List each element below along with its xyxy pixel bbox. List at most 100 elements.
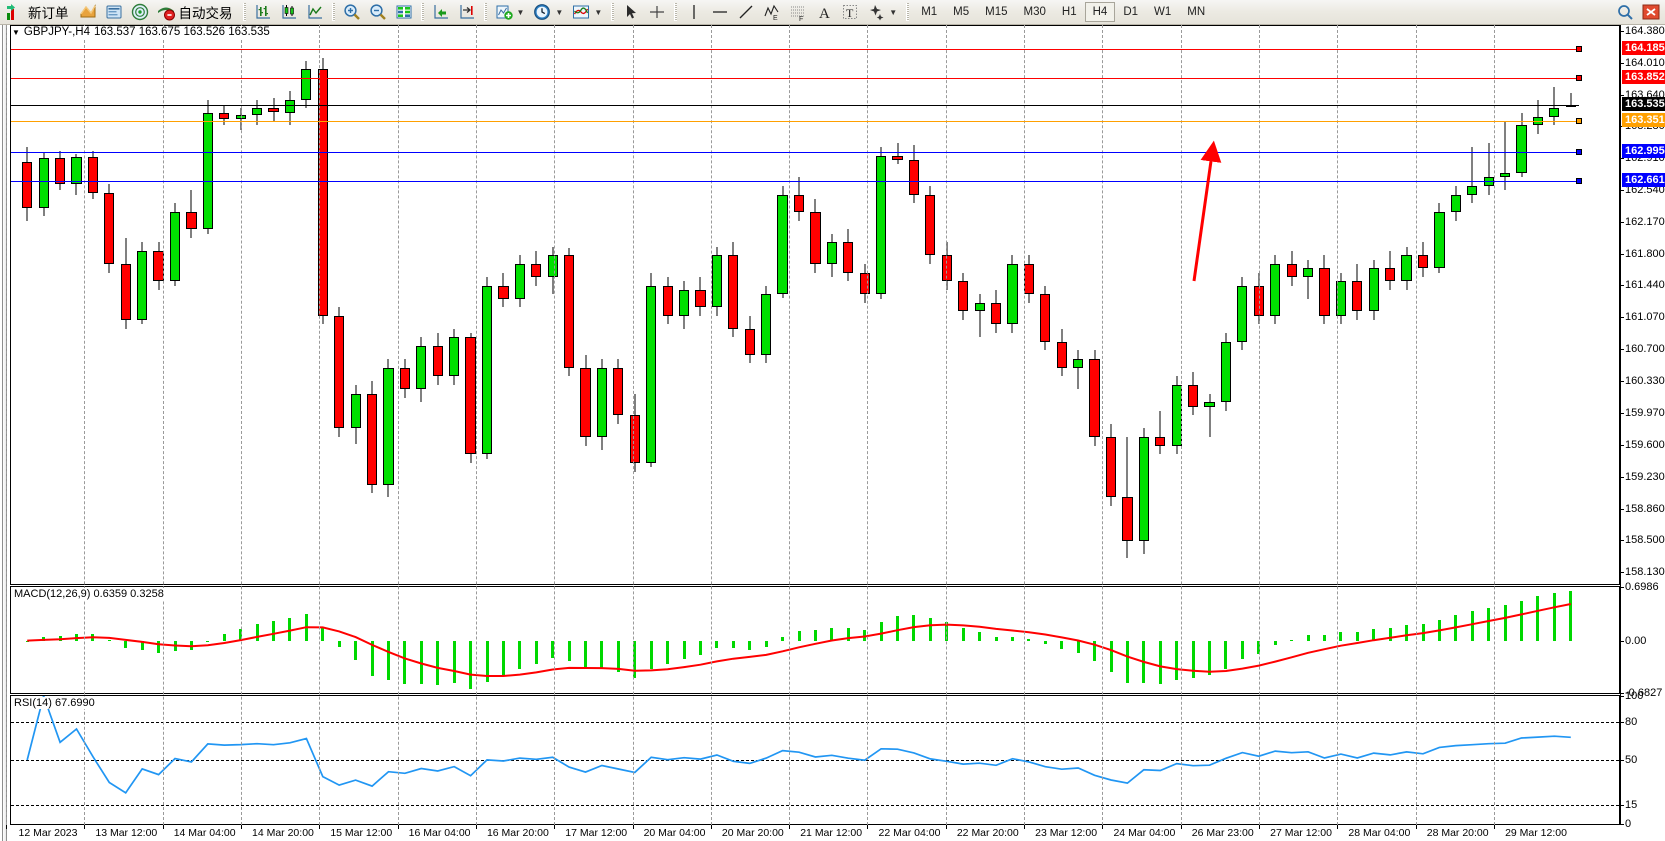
candle-body [810, 212, 821, 264]
macd-histogram-bar [189, 640, 193, 650]
elliott-wave-tool-button[interactable]: E [759, 1, 785, 24]
chart-shift-button[interactable] [454, 1, 480, 24]
candle [646, 26, 657, 584]
time-label: 28 Mar 20:00 [1426, 827, 1489, 839]
candle-wick [1077, 350, 1079, 390]
price-level-line[interactable] [11, 180, 1579, 182]
price-tag-last-price[interactable]: 163.535 [1622, 97, 1665, 112]
price-level-handle[interactable] [1576, 118, 1582, 125]
fibonacci-tool-button[interactable]: F [785, 1, 811, 24]
time-tick [1102, 825, 1104, 829]
price-tag-resistance[interactable]: 163.852 [1622, 69, 1665, 84]
price-level-line[interactable] [11, 77, 1579, 79]
price-level-handle[interactable] [1576, 74, 1582, 81]
line-chart-button[interactable] [302, 1, 328, 24]
candle [1105, 26, 1117, 584]
candle-body [596, 367, 608, 437]
horizontal-line-tool-button[interactable] [707, 1, 733, 24]
autotrading-button[interactable]: 自动交易 [153, 1, 239, 24]
macd-histogram-bar [1093, 640, 1097, 662]
timeframe-h1[interactable]: H1 [1061, 6, 1077, 18]
candle-body [481, 285, 493, 455]
candle-body [202, 112, 213, 230]
timeframe-w1[interactable]: W1 [1154, 6, 1172, 18]
timeframe-mn[interactable]: MN [1187, 6, 1206, 18]
price-tag-support[interactable]: 162.995 [1622, 143, 1665, 158]
timeframe-m30[interactable]: M30 [1023, 6, 1046, 18]
candle-body [1073, 359, 1084, 368]
period-button[interactable]: ▼ [529, 1, 568, 24]
price-scale[interactable]: 164.380164.010163.640163.280162.910162.5… [1620, 25, 1665, 830]
candle [892, 26, 903, 584]
shapes-tool-button[interactable]: ▼ [863, 1, 902, 24]
timeframe-d1[interactable]: D1 [1123, 6, 1139, 18]
price-level-handle[interactable] [1576, 177, 1582, 184]
data-window-icon [106, 5, 121, 19]
chart-area[interactable]: ▼ GBPJPY-,H4 163.537 163.675 163.526 163… [0, 25, 1665, 841]
chevron-down-icon[interactable]: ▼ [555, 7, 564, 17]
price-tag-resistance[interactable]: 164.185 [1622, 40, 1665, 55]
new-order-label: 新订单 [28, 6, 69, 21]
zoom-out-button[interactable] [365, 1, 391, 24]
macd-histogram-bar [485, 640, 489, 682]
price-level-line[interactable] [11, 105, 1579, 107]
time-tick [789, 825, 791, 829]
grid-button[interactable] [391, 1, 417, 24]
chevron-down-icon[interactable]: ▼ [12, 27, 20, 37]
market-watch-button[interactable] [127, 1, 153, 24]
candle [202, 26, 213, 584]
price-tag-support[interactable]: 162.661 [1622, 172, 1665, 187]
data-window-button[interactable] [101, 1, 127, 24]
chevron-down-icon[interactable]: ▼ [889, 7, 898, 17]
timeframe-h4[interactable]: H4 [1084, 2, 1116, 22]
zoom-in-button[interactable] [339, 1, 365, 24]
close-icon[interactable] [1641, 2, 1661, 22]
text-tool-button[interactable]: A [811, 1, 837, 24]
svg-text:A: A [819, 6, 830, 22]
candle-body [629, 415, 640, 463]
vertical-line-tool-button[interactable] [681, 1, 707, 24]
price-level-line[interactable] [11, 151, 1579, 153]
candle-body [908, 160, 920, 195]
templates-button[interactable]: ▼ [491, 1, 530, 24]
cursor-tool-button[interactable] [618, 1, 644, 24]
time-gridline [1259, 25, 1261, 825]
candlestick-chart-button[interactable] [276, 1, 302, 24]
chevron-down-icon[interactable]: ▼ [594, 7, 603, 17]
price-level-handle[interactable] [1576, 148, 1582, 155]
bar-chart-button[interactable] [250, 1, 276, 24]
price-level-line[interactable] [11, 121, 1579, 123]
chevron-down-icon[interactable]: ▼ [516, 7, 525, 17]
timeframe-m1[interactable]: M1 [921, 6, 938, 18]
symbol-header[interactable]: ▼ GBPJPY-,H4 163.537 163.675 163.526 163… [12, 26, 273, 38]
price-level-line[interactable] [11, 48, 1579, 50]
text-box-tool-button[interactable]: T [837, 1, 863, 24]
indicators-button[interactable]: ▼ [568, 1, 607, 24]
new-order-button[interactable]: 新订单 [2, 1, 75, 24]
crosshair-tool-button[interactable] [644, 1, 670, 24]
macd-histogram-bar [91, 634, 95, 641]
rsi-tick: 0 [1620, 818, 1632, 830]
rsi-tick: 80 [1620, 715, 1638, 728]
indicator-list-button[interactable] [75, 1, 101, 24]
time-axis[interactable]: 12 Mar 2023 13 Mar 12:00 14 Mar 04:00 14 Ma… [6, 25, 1620, 841]
candle [596, 26, 608, 584]
timeframe-m15[interactable]: M15 [985, 6, 1008, 18]
price-tick: 161.440 [1621, 279, 1665, 292]
candle [1138, 26, 1149, 584]
macd-pane[interactable] [10, 586, 1620, 694]
candle-body [876, 155, 887, 295]
macd-histogram-bar [1076, 640, 1080, 653]
autoscroll-button[interactable] [428, 1, 454, 24]
search-icon[interactable] [1615, 2, 1635, 22]
macd-histogram-bar [584, 640, 588, 669]
price-pane[interactable] [10, 25, 1620, 585]
price-tag-entry[interactable]: 163.351 [1622, 113, 1665, 128]
timeframe-m5[interactable]: M5 [953, 6, 970, 18]
rsi-pane[interactable] [10, 695, 1620, 825]
macd-histogram-bar [1043, 640, 1047, 644]
price-level-handle[interactable] [1576, 45, 1582, 52]
trend-line-tool-button[interactable] [733, 1, 759, 24]
macd-histogram-bar [272, 621, 276, 641]
macd-histogram-bar [649, 640, 653, 670]
